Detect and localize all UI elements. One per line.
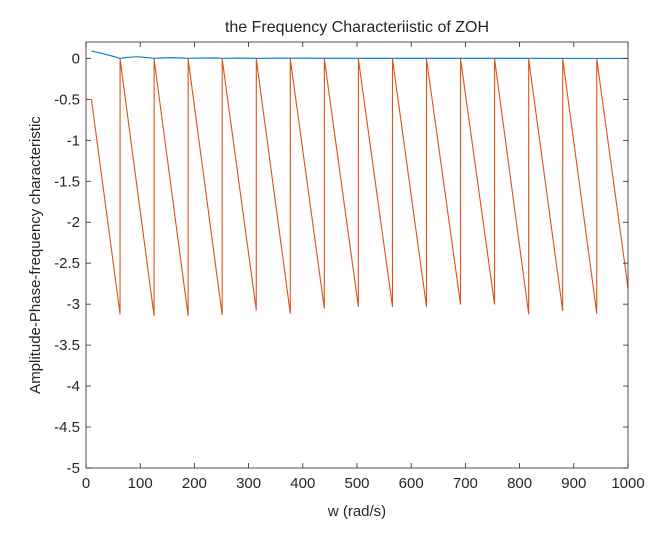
y-tick-label: -2 <box>67 214 80 231</box>
x-tick-label: 0 <box>82 475 90 492</box>
x-axis-label: w (rad/s) <box>327 503 386 520</box>
y-tick-label: -0.5 <box>54 91 80 108</box>
y-tick-label: -4 <box>67 378 80 395</box>
y-tick-label: -5 <box>67 460 80 477</box>
y-tick-label: -1.5 <box>54 173 80 190</box>
plot-area <box>86 42 628 468</box>
series-line-1 <box>91 50 628 59</box>
x-tick-label: 100 <box>128 475 153 492</box>
x-tick-label: 600 <box>399 475 424 492</box>
x-tick-label: 500 <box>344 475 369 492</box>
y-tick-label: -2.5 <box>54 255 80 272</box>
y-tick-label: 0 <box>72 50 80 67</box>
chart-title: the Frequency Characteriistic of ZOH <box>225 19 489 36</box>
y-tick-label: -1 <box>67 132 80 149</box>
x-tick-label: 1000 <box>611 475 644 492</box>
series-line-2 <box>90 58 629 317</box>
y-tick-label: -3 <box>67 296 80 313</box>
x-tick-label: 800 <box>507 475 532 492</box>
x-axis: 0 100 200 300 400 500 600 700 800 900 1000 <box>82 42 645 492</box>
x-tick-label: 300 <box>236 475 261 492</box>
series-layer <box>90 50 629 317</box>
y-tick-label: -3.5 <box>54 337 80 354</box>
x-tick-label: 400 <box>290 475 315 492</box>
y-tick-label: -4.5 <box>54 419 80 436</box>
y-axis: 0 -0.5 -1 -1.5 -2 -2.5 -3 -3.5 -4 -4.5 -5 <box>54 50 628 477</box>
x-tick-label: 200 <box>182 475 207 492</box>
x-tick-label: 700 <box>453 475 478 492</box>
x-tick-label: 900 <box>561 475 586 492</box>
y-axis-label: Amplitude-Phase-frequency characteristic <box>27 116 44 394</box>
